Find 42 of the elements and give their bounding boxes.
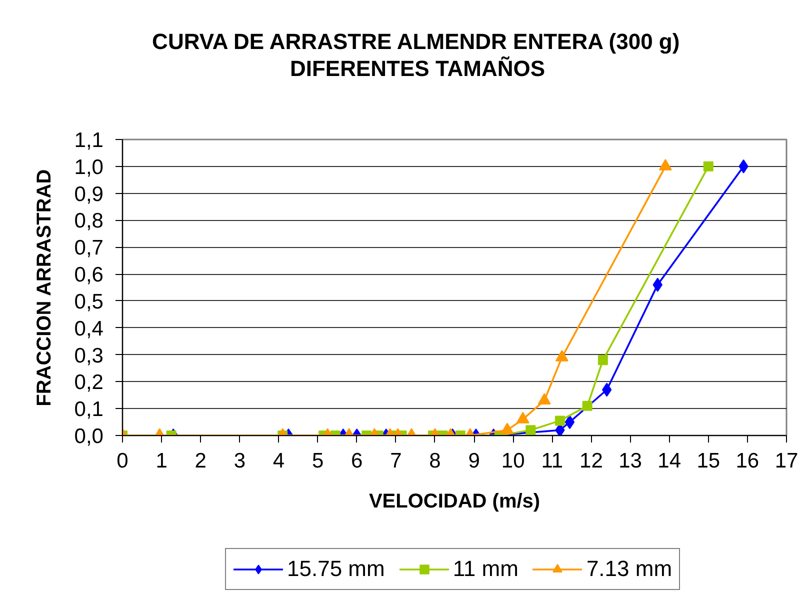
point — [500, 422, 514, 434]
y-tick-label: 0,3 — [74, 344, 104, 368]
y-tick-label: 1,1 — [74, 129, 104, 152]
x-tick-label: 1 — [156, 450, 168, 472]
point — [538, 393, 551, 404]
x-tick-label: 10 — [501, 450, 525, 472]
y-tick-label: 0,5 — [74, 290, 104, 314]
x-tick-label: 15 — [696, 450, 720, 472]
chart-title: CURVA DE ARRASTRE ALMENDR ENTERA (300 g) — [152, 29, 680, 54]
y-tick-label: 0,8 — [74, 210, 104, 233]
y-tick-label: 0,7 — [74, 236, 104, 260]
x-tick-label: 8 — [429, 450, 441, 472]
point — [516, 412, 530, 424]
x-tick-label: 16 — [736, 450, 760, 472]
chart-subtitle: DIFERENTES TAMAÑOS — [290, 56, 546, 81]
legend-label: 7.13 mm — [586, 556, 672, 582]
legend-label: 15.75 mm — [287, 556, 385, 582]
x-tick-label: 6 — [351, 450, 363, 472]
y-tick-label: 0,1 — [74, 398, 104, 422]
x-tick-label: 3 — [234, 450, 246, 472]
x-tick-label: 0 — [116, 450, 128, 472]
y-tick-label: 0,6 — [74, 264, 104, 287]
x-tick-label: 17 — [774, 450, 798, 472]
x-tick-label: 2 — [194, 450, 206, 472]
y-tick-label: 0,2 — [74, 371, 104, 394]
x-tick-label: 9 — [468, 450, 480, 472]
point — [703, 161, 714, 172]
x-tick-label: 14 — [658, 450, 682, 472]
y-tick-label: 0,4 — [74, 317, 104, 340]
x-tick-label: 7 — [390, 450, 402, 472]
y-tick-label: 1,0 — [74, 156, 104, 179]
x-tick-label: 12 — [580, 450, 603, 472]
y-tick-label: 0,0 — [74, 425, 104, 448]
x-tick-label: 4 — [272, 450, 285, 472]
x-tick-label: 13 — [618, 450, 642, 472]
y-tick-label: 0,9 — [74, 182, 104, 206]
legend-label: 11 mm — [452, 556, 518, 582]
point — [555, 350, 568, 362]
x-tick-label: 5 — [312, 450, 324, 472]
x-tick-label: 11 — [541, 450, 564, 472]
x-axis-title: VELOCIDAD (m/s) — [368, 490, 540, 512]
y-axis-title: FRACCION ARRASTRAD — [33, 169, 56, 406]
